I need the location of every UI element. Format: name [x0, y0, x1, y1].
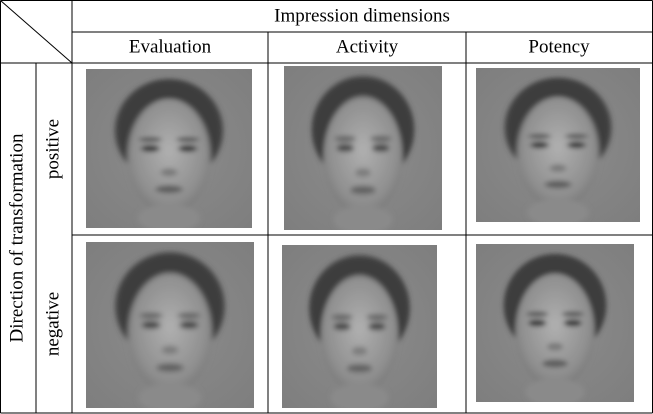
- row-label: positive: [42, 119, 63, 179]
- header-title: Impression dimensions: [274, 5, 450, 26]
- face-image: [86, 69, 252, 232]
- column-header: Activity: [336, 36, 399, 57]
- figure-table: Impression dimensions Evaluation Activit…: [0, 0, 653, 414]
- face-image: [476, 68, 640, 226]
- row-group-label: Direction of transformation: [6, 133, 27, 342]
- face-images: [86, 66, 640, 412]
- row-label: negative: [42, 292, 63, 356]
- column-header: Potency: [528, 36, 590, 57]
- face-image: [476, 244, 634, 406]
- face-image: [284, 66, 442, 234]
- column-header: Evaluation: [129, 36, 212, 57]
- face-image: [86, 242, 254, 412]
- face-image: [282, 245, 437, 412]
